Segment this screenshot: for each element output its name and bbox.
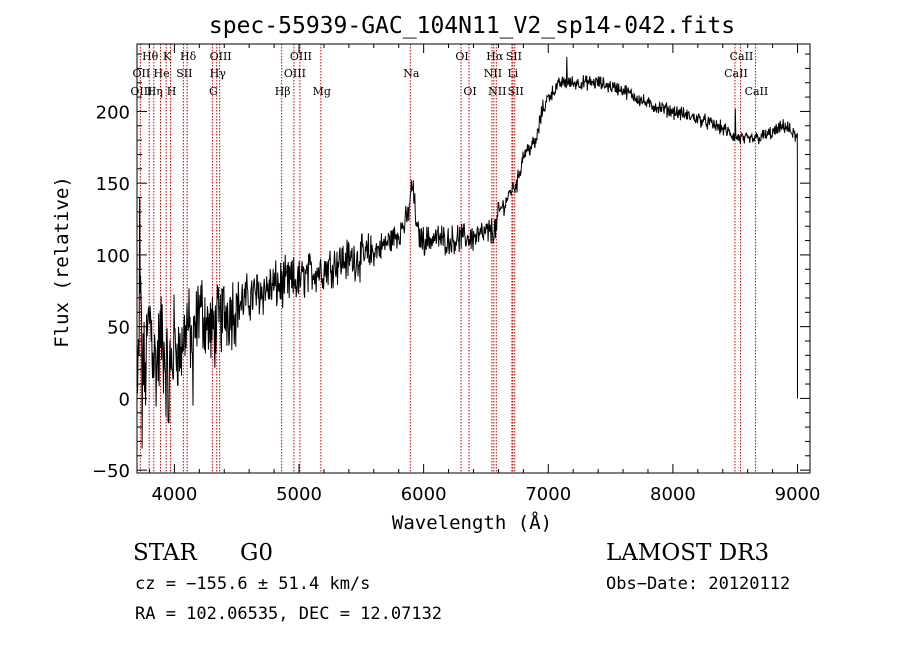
line-label-14: Hβ xyxy=(275,85,291,98)
line-label-15: Mg xyxy=(313,85,331,98)
line-label-18: OI xyxy=(463,85,476,98)
line-label-11: G xyxy=(209,85,218,98)
line-label-13: OIII xyxy=(284,67,306,80)
y-tick-label-3: 100 xyxy=(96,246,130,267)
line-label-0: Hθ xyxy=(142,50,159,63)
flux-series-line xyxy=(137,56,798,449)
object-subclass: G0 xyxy=(240,540,274,566)
line-label-20: SII xyxy=(506,50,522,63)
y-tick-label-2: 50 xyxy=(107,318,130,339)
object-class: STAR xyxy=(133,540,197,566)
line-label-12: OIII xyxy=(290,50,312,63)
line-label-5: Hη xyxy=(147,85,163,98)
line-label-16: Na xyxy=(403,67,420,80)
line-label-6: SII xyxy=(176,67,192,80)
line-label-7: H xyxy=(167,85,177,98)
line-label-25: CaII xyxy=(730,50,754,63)
chart-title: spec-55939-GAC_104N11_V2_sp14-042.fits xyxy=(209,13,735,39)
x-tick-label-3: 7000 xyxy=(525,484,571,505)
x-axis-label: Wavelength (Å) xyxy=(392,511,552,534)
line-label-21: NII xyxy=(484,67,502,80)
line-label-4: He xyxy=(154,67,170,80)
emission-line-labels: Hθ OII OIII K He Hη SII H Hδ OIII Hγ G OIII OIII Hβ Mg N… xyxy=(130,50,768,98)
line-label-10: Hγ xyxy=(210,67,227,80)
x-tick-label-2: 6000 xyxy=(401,484,447,505)
line-label-26: CaII xyxy=(724,67,748,80)
coordinates: RA = 102.06535, DEC = 12.07132 xyxy=(135,604,443,624)
line-label-17: OI xyxy=(455,50,468,63)
y-tick-label-4: 150 xyxy=(96,174,130,195)
line-label-3: K xyxy=(163,50,172,63)
x-tick-label-0: 4000 xyxy=(151,484,197,505)
line-label-2: OIII xyxy=(130,85,152,98)
x-tick-label-4: 8000 xyxy=(650,484,696,505)
survey-name: LAMOST DR3 xyxy=(606,540,770,566)
observation-date: Obs−Date: 20120112 xyxy=(606,574,791,594)
line-label-24: SII xyxy=(508,85,524,98)
x-tick-label-5: 9000 xyxy=(775,484,821,505)
line-label-19: Hα xyxy=(486,50,504,63)
axis-ticks: 4000 5000 6000 7000 8000 9000 −50 0 50 100 150 200 xyxy=(92,44,820,505)
line-label-9: OIII xyxy=(210,50,232,63)
line-label-23: NII xyxy=(488,85,506,98)
y-tick-label-1: 0 xyxy=(119,389,130,410)
plot-frame xyxy=(136,43,811,474)
line-label-22: Li xyxy=(507,67,518,80)
y-axis-label: Flux (relative) xyxy=(51,176,73,348)
line-label-27: CaII xyxy=(745,85,769,98)
y-tick-label-0: −50 xyxy=(92,461,130,482)
redshift-velocity: cz = −155.6 ± 51.4 km/s xyxy=(135,574,371,594)
line-label-8: Hδ xyxy=(180,50,197,63)
y-tick-label-5: 200 xyxy=(96,102,130,123)
line-label-1: OII xyxy=(133,67,151,80)
x-tick-label-1: 5000 xyxy=(276,484,322,505)
